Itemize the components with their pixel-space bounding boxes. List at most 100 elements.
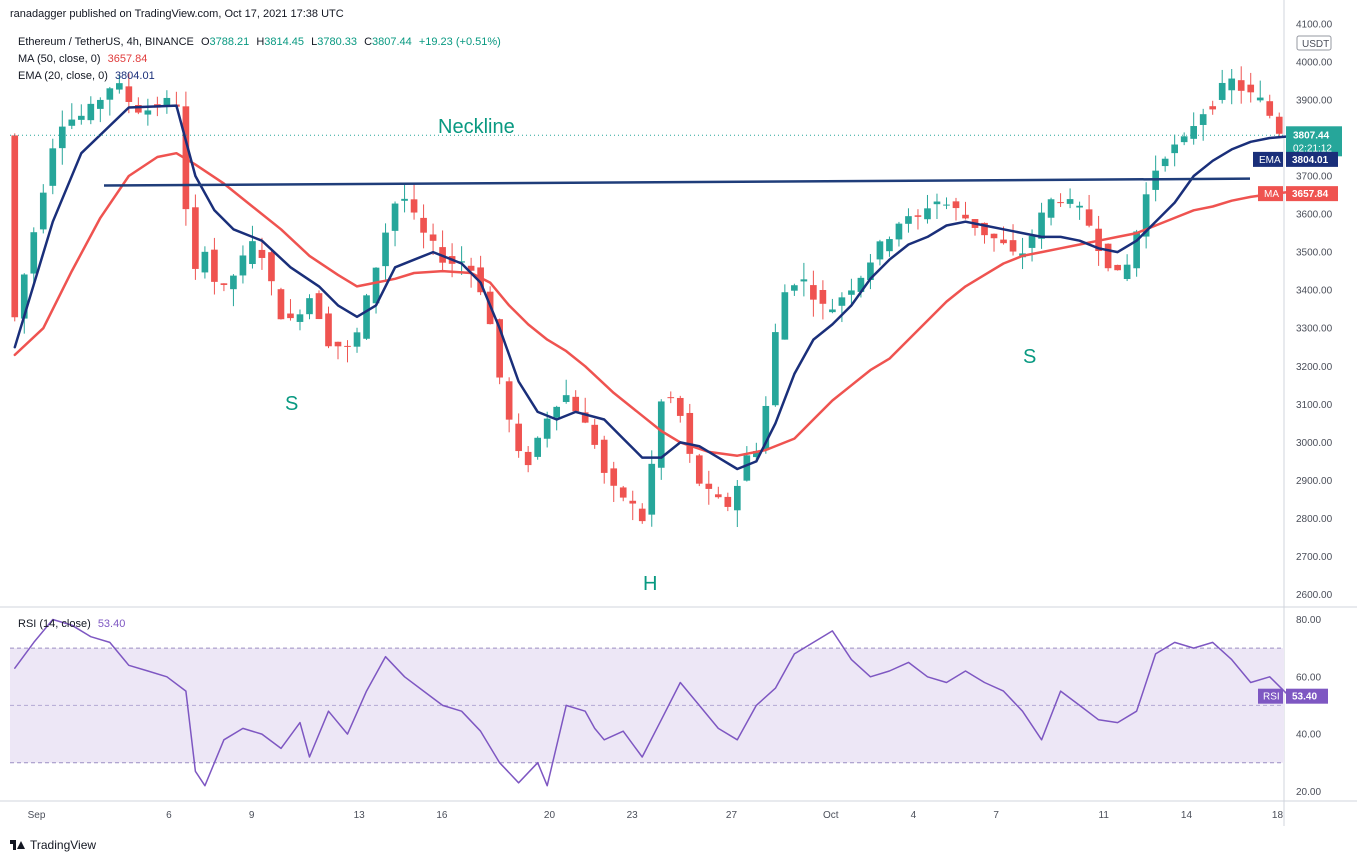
- symbol-title: Ethereum / TetherUS, 4h, BINANCE: [18, 36, 194, 48]
- candle-up: [733, 485, 741, 511]
- candle-up: [391, 203, 399, 231]
- rsi-tag-value: 53.40: [1292, 692, 1317, 703]
- candle-up: [876, 241, 884, 260]
- candle-down: [619, 487, 627, 498]
- candle-down: [429, 234, 437, 241]
- candle-up: [743, 455, 751, 481]
- candle-up: [1256, 97, 1264, 101]
- ema-legend-label: EMA (20, close, 0): [18, 70, 108, 82]
- neckline-label: Neckline: [438, 116, 515, 138]
- price-tick-label: 4000.00: [1296, 57, 1333, 68]
- candle-down: [268, 252, 275, 282]
- candle-up: [1047, 199, 1055, 218]
- footer-brand-text: TradingView: [30, 838, 97, 852]
- candle-down: [638, 508, 646, 522]
- candle-down: [211, 249, 218, 282]
- ma-legend: MA (50, close, 0) 3657.84: [18, 53, 147, 65]
- ema-tag-label: EMA: [1259, 155, 1281, 166]
- candle-up: [543, 418, 551, 439]
- candle-up: [534, 437, 541, 457]
- price-tick-label: 3700.00: [1296, 172, 1333, 183]
- candle-up: [306, 298, 313, 315]
- candle-down: [277, 289, 285, 320]
- footer-brand[interactable]: TradingView: [10, 838, 96, 852]
- ohlc-change: +19.23 (+0.51%): [418, 36, 501, 48]
- candle-up: [353, 332, 361, 347]
- symbol-legend: Ethereum / TetherUS, 4h, BINANCE O3788.2…: [18, 36, 501, 48]
- time-tick-label: 23: [627, 810, 639, 821]
- ema-tag-box: [1253, 151, 1283, 167]
- candle-up: [30, 232, 38, 274]
- candle-down: [524, 451, 532, 466]
- candle-down: [1209, 106, 1217, 110]
- candle-down: [819, 289, 827, 304]
- ema-legend: EMA (20, close, 0) 3804.01: [18, 70, 155, 82]
- ema-legend-value: 3804.01: [114, 70, 155, 82]
- candle-down: [505, 381, 513, 420]
- candle-down: [705, 483, 713, 489]
- ohlc-close: 3807.44: [372, 36, 412, 48]
- candle-down: [125, 86, 133, 102]
- candle-up: [857, 277, 865, 292]
- ma-tag-box: [1258, 186, 1283, 202]
- candle-down: [676, 397, 684, 416]
- candle-up: [1199, 114, 1207, 125]
- candle-up: [562, 395, 570, 402]
- ohlc-low: 3780.33: [317, 36, 357, 48]
- candle-down: [258, 249, 266, 258]
- time-tick-label: 11: [1099, 810, 1110, 821]
- candle-up: [87, 103, 95, 121]
- candle-down: [1247, 84, 1255, 93]
- currency-box: [1296, 35, 1332, 51]
- candle-up: [895, 223, 903, 240]
- candle-up: [838, 297, 846, 306]
- candle-down: [334, 341, 342, 347]
- price-tick-label: 4100.00: [1296, 19, 1333, 30]
- candle-up: [58, 126, 66, 149]
- candle-up: [1028, 235, 1036, 248]
- ma-value-tag: [1286, 186, 1338, 202]
- ohlc-high-label: H: [256, 36, 265, 48]
- candle-up: [1066, 199, 1074, 204]
- ohlc-open-label: O: [200, 36, 210, 48]
- time-tick-label: 4: [911, 810, 917, 821]
- candle-up: [933, 201, 941, 205]
- candle-down: [1266, 101, 1274, 116]
- candle-up: [781, 292, 789, 340]
- price-tick-label: 3300.00: [1296, 324, 1333, 335]
- ohlc-high: 3814.45: [264, 36, 305, 48]
- ma-50-line: [13, 151, 1291, 457]
- candle-down: [477, 267, 484, 293]
- candle-up: [1142, 194, 1150, 237]
- ma-legend-value: 3657.84: [107, 53, 148, 65]
- candle-up: [96, 99, 104, 109]
- candle-down: [496, 319, 503, 378]
- published-by-text: ranadagger published on TradingView.com,…: [10, 8, 344, 20]
- candle-up: [68, 119, 76, 126]
- time-tick-label: 27: [726, 810, 738, 821]
- candle-up: [905, 216, 912, 224]
- candle-up: [553, 406, 561, 418]
- right-shoulder-label: S: [1023, 346, 1036, 368]
- candle-down: [695, 455, 703, 484]
- rsi-value-tag: [1286, 688, 1328, 704]
- price-tick-label: 2900.00: [1296, 476, 1333, 487]
- rsi-tick-label: 20.00: [1296, 787, 1321, 798]
- currency-label: USDT: [1302, 39, 1329, 50]
- candle-up: [648, 463, 656, 515]
- candle-down: [11, 135, 19, 318]
- candle-up: [943, 204, 950, 206]
- rsi-legend-value: 53.40: [97, 618, 126, 630]
- candle-up: [762, 405, 770, 451]
- candle-up: [1076, 205, 1083, 208]
- candle-down: [610, 468, 618, 486]
- candle-up: [772, 332, 779, 406]
- candle-up: [372, 267, 380, 304]
- candle-down: [581, 412, 589, 423]
- candle-down: [952, 201, 960, 209]
- price-tick-label: 2800.00: [1296, 514, 1333, 525]
- candle-up: [239, 255, 247, 276]
- candle-down: [1275, 116, 1283, 134]
- candle-down: [344, 345, 351, 347]
